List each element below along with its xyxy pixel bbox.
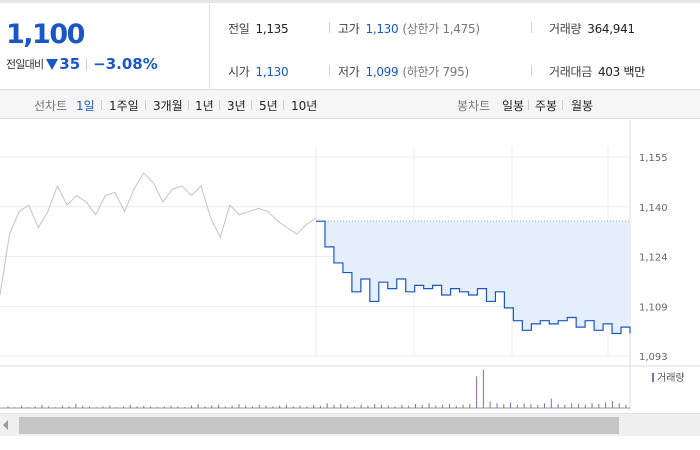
high-value: 1,130 bbox=[365, 22, 399, 36]
change-percent: −3.08% bbox=[93, 55, 158, 73]
today-series-area bbox=[316, 221, 630, 334]
stat-low: 저가 1,099 (하한가 795) bbox=[338, 65, 469, 79]
y-tick-label: 1,124 bbox=[639, 253, 668, 264]
divider bbox=[219, 100, 220, 110]
y-tick-label: 1,140 bbox=[639, 203, 668, 214]
y-tick-label: 1,109 bbox=[639, 302, 668, 313]
stat-prev-close: 전일 1,135 bbox=[228, 22, 289, 36]
divider bbox=[188, 100, 189, 110]
stat-volume: 거래량 364,941 bbox=[549, 22, 635, 36]
quote-summary: 1,100 전일대비 35 −3.08% 전일 1,135 고가 1,130 (상한가… bbox=[0, 0, 700, 90]
stat-trade-amount: 거래대금 403 백만 bbox=[549, 65, 645, 79]
current-price: 1,100 bbox=[6, 19, 85, 50]
tab-3m[interactable]: 3개월 bbox=[153, 99, 183, 113]
tab-monthly[interactable]: 월봉 bbox=[571, 99, 594, 113]
open-value: 1,130 bbox=[255, 65, 289, 79]
volume-legend-swatch bbox=[652, 373, 654, 382]
tab-10y[interactable]: 10년 bbox=[291, 99, 318, 113]
divider bbox=[531, 65, 532, 76]
stat-open: 시가 1,130 bbox=[228, 65, 289, 79]
trade-amount-value: 403 백만 bbox=[597, 65, 645, 79]
tab-1w[interactable]: 1주일 bbox=[109, 99, 139, 113]
scroll-thumb[interactable] bbox=[19, 417, 619, 434]
tab-1y[interactable]: 1년 bbox=[195, 99, 214, 113]
y-tick-label: 1,155 bbox=[639, 153, 668, 164]
low-value: 1,099 bbox=[365, 65, 399, 79]
divider bbox=[562, 100, 563, 110]
tab-daily[interactable]: 일봉 bbox=[502, 99, 525, 113]
divider bbox=[86, 57, 88, 71]
chart-tabs: 선차트 1일 1주일 3개월 1년 3년 5년 10년 봉차트 일봉 주봉 월봉 bbox=[0, 90, 700, 119]
upper-limit: (상한가 1,475) bbox=[402, 22, 480, 36]
stat-high: 고가 1,130 (상한가 1,475) bbox=[338, 22, 480, 36]
history-series-line bbox=[0, 172, 317, 296]
today-series-line bbox=[316, 220, 631, 335]
price-chart: 1,155 1,140 1,124 1,109 1,093 거래량 bbox=[0, 120, 700, 410]
divider bbox=[145, 100, 146, 110]
change-row: 전일대비 35 −3.08% bbox=[6, 55, 158, 73]
down-arrow-icon bbox=[46, 58, 59, 70]
volume-value: 364,941 bbox=[587, 22, 635, 36]
divider bbox=[283, 100, 284, 110]
candle-chart-label: 봉차트 bbox=[457, 99, 491, 113]
y-tick-label: 1,093 bbox=[639, 352, 668, 363]
scroll-left-icon[interactable] bbox=[3, 420, 8, 430]
divider bbox=[329, 65, 330, 76]
tab-3y[interactable]: 3년 bbox=[227, 99, 246, 113]
divider bbox=[329, 22, 330, 33]
tab-1d[interactable]: 1일 bbox=[76, 99, 95, 113]
price-chart-svg: 1,155 1,140 1,124 1,109 1,093 거래량 bbox=[0, 120, 700, 410]
divider bbox=[528, 100, 529, 110]
divider bbox=[251, 100, 252, 110]
volume-legend-label: 거래량 bbox=[657, 372, 685, 384]
tab-5y[interactable]: 5년 bbox=[259, 99, 278, 113]
prev-close-value: 1,135 bbox=[255, 22, 289, 36]
change-label: 전일대비 bbox=[6, 58, 44, 71]
tab-weekly[interactable]: 주봉 bbox=[535, 99, 558, 113]
line-chart-label: 선차트 bbox=[34, 99, 68, 113]
divider bbox=[101, 100, 102, 110]
lower-limit: (하한가 795) bbox=[402, 65, 469, 79]
chart-scrollbar[interactable] bbox=[0, 413, 700, 436]
divider bbox=[531, 22, 532, 33]
price-box: 1,100 전일대비 35 −3.08% bbox=[0, 3, 210, 90]
change-value: 35 bbox=[59, 55, 81, 73]
